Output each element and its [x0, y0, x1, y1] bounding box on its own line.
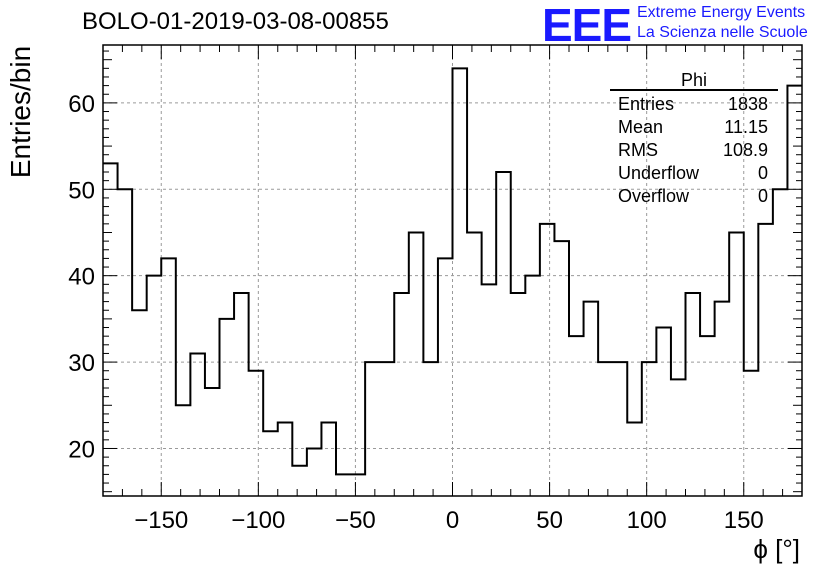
- y-tick-label: 50: [68, 177, 95, 204]
- x-tick-label: 100: [627, 507, 667, 534]
- eee-logo: EEE Extreme Energy Events La Scienza nel…: [542, 0, 832, 51]
- x-tick-label: 150: [724, 507, 764, 534]
- stats-row-label: Overflow: [618, 186, 690, 206]
- y-tick-label: 40: [68, 264, 95, 291]
- y-tick-label: 30: [68, 350, 95, 377]
- logo-mark: EEE: [542, 0, 632, 51]
- stats-row-label: RMS: [618, 140, 658, 160]
- x-tick-label: −150: [134, 507, 188, 534]
- x-tick-label: 50: [536, 507, 563, 534]
- x-tick-label: −50: [335, 507, 376, 534]
- logo-line-2: La Scienza nelle Scuole: [637, 24, 808, 41]
- x-tick-label: −100: [231, 507, 285, 534]
- y-axis-label: Entries/bin: [5, 46, 36, 178]
- x-axis-label: ϕ [°]: [753, 534, 800, 564]
- stats-row-label: Underflow: [618, 163, 700, 183]
- stats-row-value: 108.9: [723, 140, 768, 160]
- stats-row-value: 1838: [728, 94, 768, 114]
- run-title: BOLO-01-2019-03-08-00855: [82, 8, 389, 35]
- stats-row-label: Mean: [618, 117, 663, 137]
- stats-row-label: Entries: [618, 94, 674, 114]
- stats-row-value: 11.15: [724, 117, 768, 137]
- stats-row-value: 0: [758, 163, 768, 183]
- stats-box: Phi Entries 1838 Mean 11.15 RMS 108.9 Underflo…: [610, 70, 778, 206]
- tick-labels-layer: −150 −100 −50 0 50 100 150 20 30 40 50 60: [68, 91, 763, 534]
- histogram-series-line: [103, 67, 802, 476]
- y-tick-label: 60: [68, 91, 95, 118]
- logo-line-1: Extreme Energy Events: [637, 4, 806, 21]
- y-tick-label: 20: [68, 436, 95, 463]
- stats-row-value: 0: [758, 186, 768, 206]
- ticks-layer: [102, 45, 803, 496]
- x-tick-label: 0: [446, 507, 459, 534]
- stats-title: Phi: [681, 70, 707, 90]
